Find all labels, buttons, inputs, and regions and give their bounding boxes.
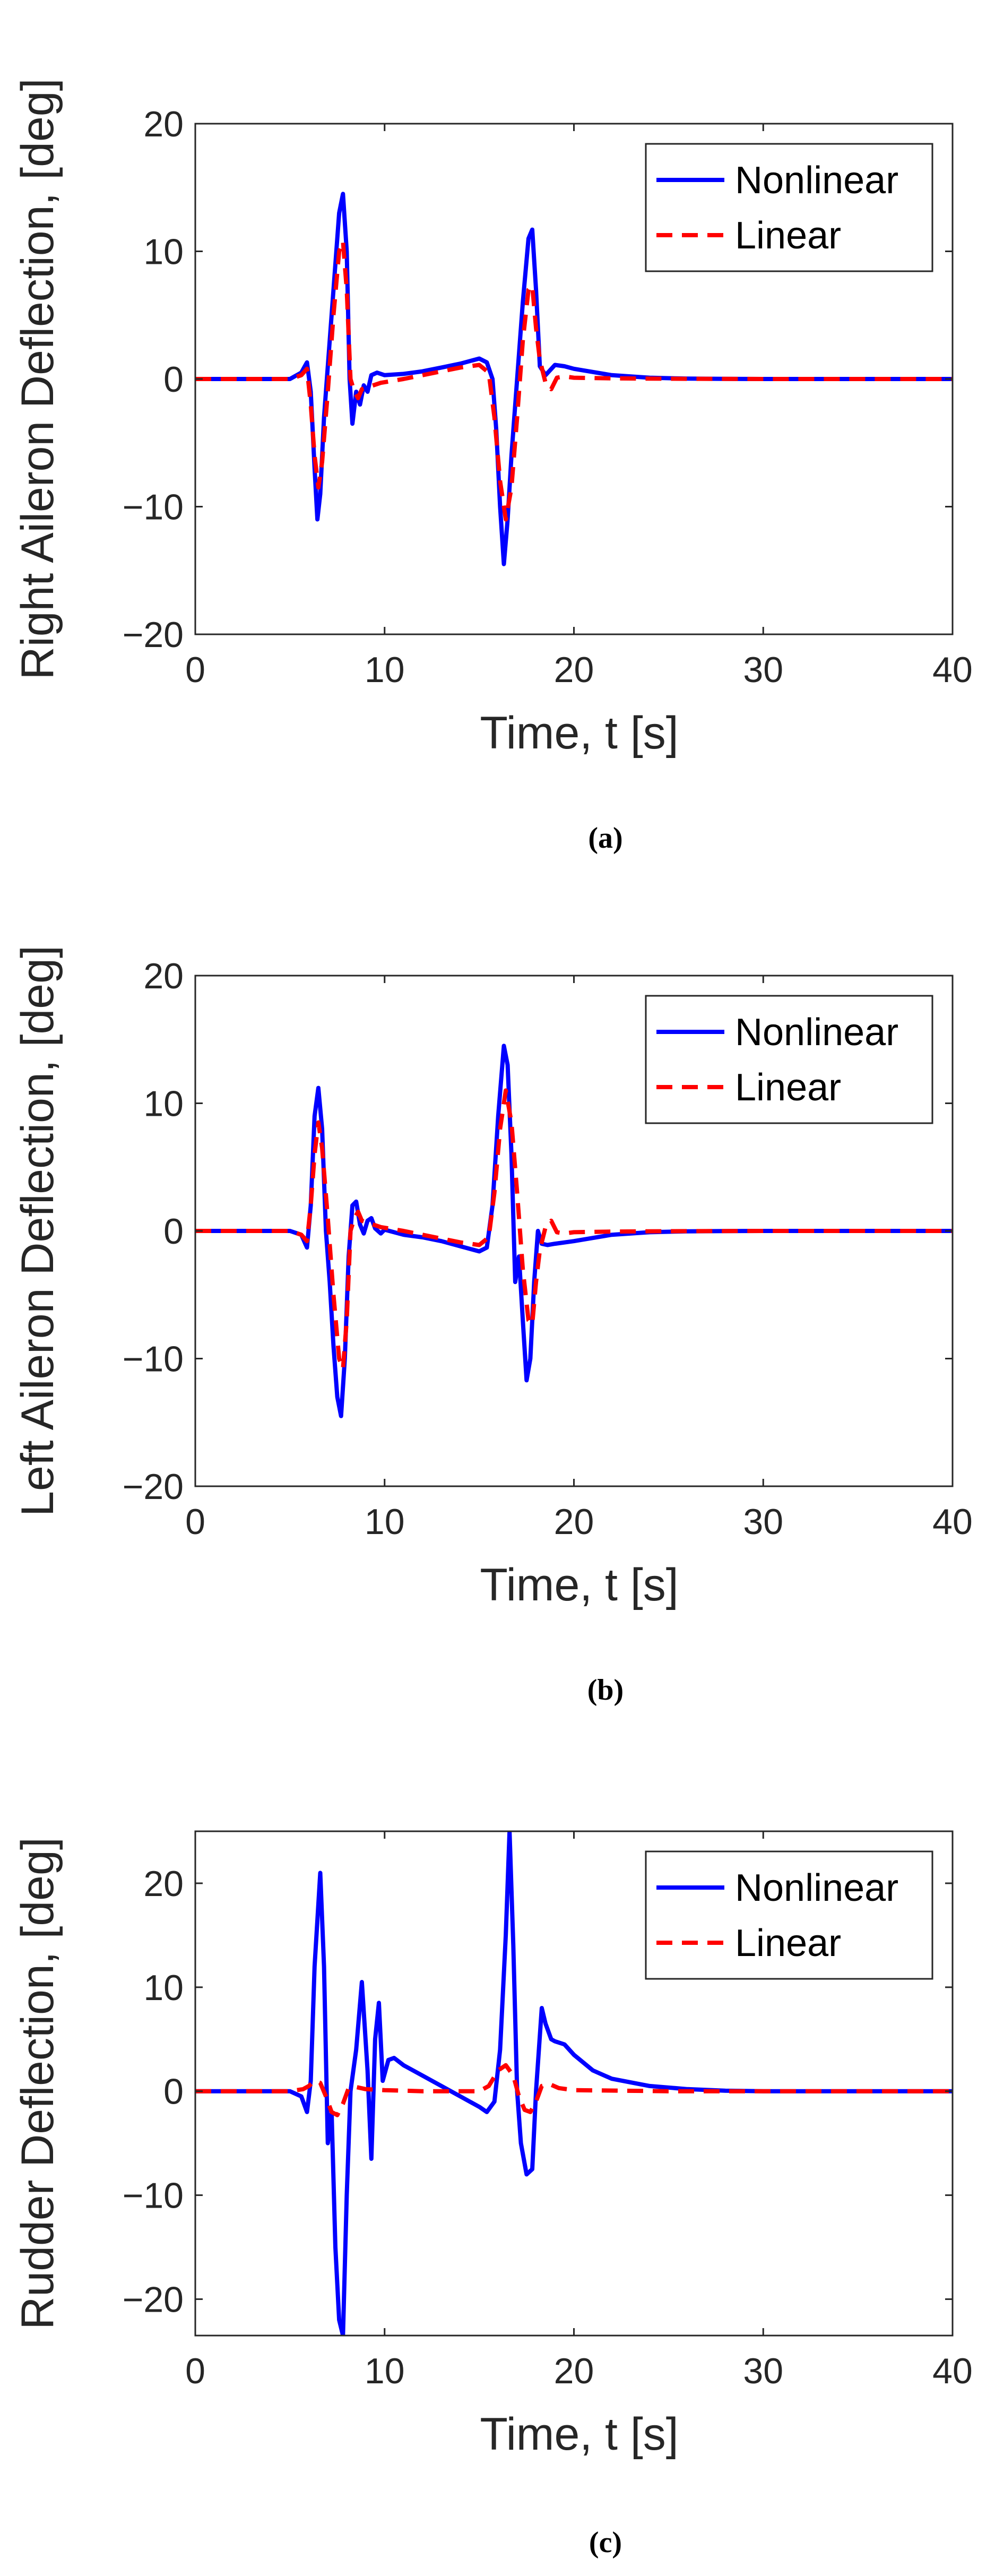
- legend: Nonlinear Linear: [645, 1850, 933, 1980]
- legend: Nonlinear Linear: [645, 995, 933, 1124]
- panel-caption: (b): [587, 1674, 624, 1707]
- y-tick-label: 10: [143, 1084, 184, 1124]
- x-tick-label: 30: [743, 2351, 783, 2391]
- x-tick-label: 10: [365, 2351, 405, 2391]
- legend-label-linear: Linear: [735, 1922, 841, 1965]
- y-tick-label: 0: [163, 2072, 184, 2112]
- series-group: [195, 192, 953, 566]
- series-line-nonlinear: [195, 1831, 953, 2336]
- y-axis-label: Right Aileron Deflection, [deg]: [12, 79, 63, 680]
- y-tick-label: 10: [143, 1968, 184, 2008]
- y-tick-label: 10: [143, 232, 184, 272]
- series-line-linear: [195, 239, 953, 522]
- x-tick-label: 20: [554, 650, 594, 690]
- x-tick-label: 30: [743, 1502, 783, 1542]
- series-line-linear: [195, 1088, 953, 1371]
- legend-label-nonlinear: Nonlinear: [735, 1867, 898, 1909]
- y-tick-label: 20: [143, 1864, 184, 1904]
- x-tick-label: 0: [185, 1502, 205, 1542]
- y-axis-label: Left Aileron Deflection, [deg]: [12, 945, 63, 1517]
- x-tick-label: 40: [932, 1502, 973, 1542]
- x-tick-label: 40: [932, 2351, 973, 2391]
- x-tick-label: 20: [554, 2351, 594, 2391]
- y-tick-label: 20: [143, 104, 184, 144]
- chart-panel-c: 0 10 20 30 40 −20 −10 0 10 20 Time, t [s] Rudder De…: [12, 1830, 973, 2559]
- y-axis-label: Rudder Deflection, [deg]: [12, 1837, 63, 2329]
- legend-label-nonlinear: Nonlinear: [735, 159, 898, 202]
- x-axis-label: Time, t [s]: [480, 1560, 678, 1610]
- x-tick-label: 0: [185, 2351, 205, 2391]
- y-tick-label: 20: [143, 956, 184, 996]
- series-line-linear: [195, 2063, 953, 2117]
- y-tick-label: −20: [123, 615, 184, 655]
- legend-label-nonlinear: Nonlinear: [735, 1011, 898, 1054]
- series-group: [195, 1044, 953, 1418]
- x-tick-label: 40: [932, 650, 973, 690]
- y-tick-label: 0: [163, 1211, 184, 1252]
- chart-panel-b: 0 10 20 30 40 −20 −10 0 10 20 Time, t [s] Left Aile…: [12, 945, 973, 1707]
- y-tick-label: −10: [123, 2176, 184, 2216]
- legend-box: [645, 143, 933, 272]
- series-group: [195, 1831, 953, 2336]
- legend-box: [645, 995, 933, 1124]
- chart-panel-a: 0 10 20 30 40 −20 −10 0 10 20 Time, t [s] Right Ail…: [12, 79, 973, 855]
- x-tick-label: 30: [743, 650, 783, 690]
- series-line-nonlinear: [195, 1044, 953, 1418]
- x-axis-label: Time, t [s]: [480, 2409, 678, 2460]
- x-tick-label: 10: [365, 650, 405, 690]
- y-tick-label: −10: [123, 487, 184, 528]
- legend-label-linear: Linear: [735, 1066, 841, 1109]
- x-tick-label: 20: [554, 1502, 594, 1542]
- y-tick-label: −10: [123, 1339, 184, 1380]
- y-tick-label: 0: [163, 359, 184, 400]
- x-tick-label: 0: [185, 650, 205, 690]
- legend-label-linear: Linear: [735, 214, 841, 257]
- y-tick-label: −20: [123, 2279, 184, 2320]
- y-tick-label: −20: [123, 1467, 184, 1507]
- legend-box: [645, 1850, 933, 1980]
- panel-caption: (c): [589, 2526, 622, 2559]
- x-tick-label: 10: [365, 1502, 405, 1542]
- legend: Nonlinear Linear: [645, 143, 933, 272]
- x-axis-label: Time, t [s]: [480, 708, 678, 759]
- panel-caption: (a): [588, 822, 622, 855]
